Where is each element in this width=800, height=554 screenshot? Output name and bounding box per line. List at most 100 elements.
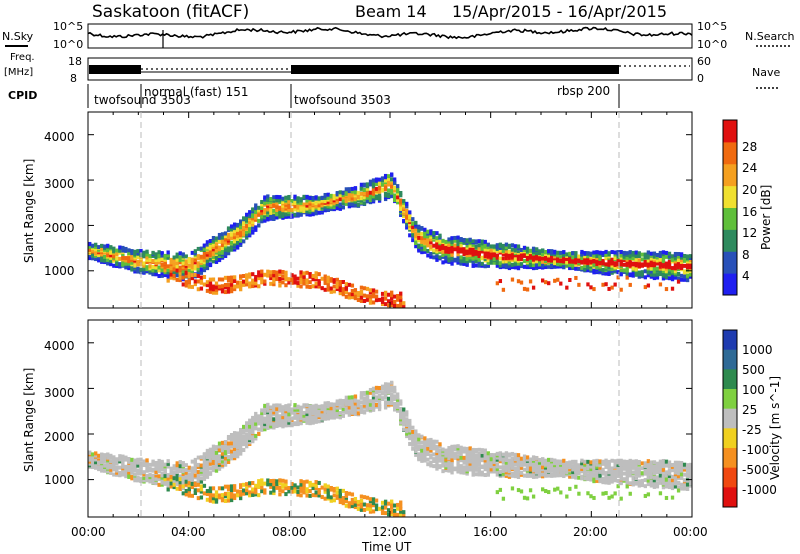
power-cell [226,235,231,240]
power-cell [507,266,512,271]
velocity-cell [121,454,125,459]
velocity-cell [507,472,512,477]
velocity-cell [598,462,602,467]
velocity-cell [670,474,675,479]
power-cell [172,273,176,278]
velocity-cell [423,447,427,452]
velocity-cell [187,465,191,470]
velocity-cell [290,407,294,412]
power-cell [272,195,276,200]
velocity-cell [537,457,542,462]
velocity-cell [229,498,234,503]
velocity-cell [344,406,349,411]
velocity-cell [383,499,388,504]
power-cell [130,253,134,258]
velocity-cell [217,466,222,471]
velocity-cell [441,454,445,459]
date-range: 15/Apr/2015 - 16/Apr/2015 [452,2,667,21]
power-cell [507,251,512,256]
power-cell [396,195,400,200]
power-cell [266,200,270,205]
power-cell [670,269,675,274]
power-cell [562,264,566,269]
velocity-cell [338,415,342,420]
power-cell [438,235,442,240]
velocity-cell [362,396,367,401]
velocity-cell [495,490,500,495]
power-colorbar-segment [723,141,737,165]
power-cell [571,258,575,263]
power-cell [260,276,264,281]
velocity-cell [278,414,282,419]
velocity-cell [676,480,681,485]
power-cell [281,203,285,208]
power-cell [205,280,210,285]
velocity-cell [290,489,294,494]
power-cell [498,263,503,268]
velocity-cell [568,470,572,475]
velocity-cell [450,448,454,453]
velocity-cell [390,499,394,504]
power-cell [429,237,433,242]
velocity-cell [190,477,194,482]
power-cell [335,206,339,211]
velocity-cell [595,468,599,473]
power-cell [199,280,204,285]
velocity-cell [664,473,669,478]
velocity-cell [220,440,225,445]
velocity-cell [670,483,675,488]
power-cell [386,182,391,187]
velocity-cell [235,445,240,450]
velocity-cell [456,464,460,469]
velocity-cell [151,473,155,478]
velocity-cell [214,499,219,504]
power-cell [323,192,327,197]
velocity-cell [667,485,672,490]
power-cell [682,254,687,259]
power-cell [405,214,409,219]
power-cell [432,231,436,236]
velocity-cell [190,485,194,490]
power-cell [547,281,551,286]
velocity-cell [329,485,333,490]
velocity-cell [516,453,521,458]
velocity-cell [586,491,590,496]
velocity-cell [377,398,382,403]
velocity-cell [592,467,596,472]
velocity-cell [574,462,578,467]
power-cell [676,276,681,281]
power-cell [519,247,524,252]
power-cell [127,266,131,271]
velocity-cell [634,466,638,471]
velocity-cell [205,464,210,469]
power-cell [574,257,578,262]
velocity-cell [589,460,593,465]
cpid-label: CPID [8,89,37,102]
velocity-cell [522,456,527,461]
power-cell [652,269,657,274]
power-cell [634,257,638,262]
velocity-cell [480,458,484,463]
velocity-cell [429,437,433,442]
power-cell [202,258,207,263]
velocity-cell [429,443,433,448]
power-cell [414,240,418,245]
velocity-cell [257,482,261,487]
power-cell [513,265,518,270]
power-cell [462,259,466,264]
velocity-cell [393,401,397,406]
power-cell [393,299,397,304]
velocity-cell [136,463,140,468]
velocity-cell [429,448,433,453]
power-cell [492,244,496,249]
velocity-cell [574,466,578,471]
velocity-cell [616,478,620,483]
power-cell [245,212,249,217]
velocity-cell [501,460,506,465]
velocity-cell [495,457,500,462]
power-cell [390,180,394,185]
power-cell [640,252,644,257]
power-cell [652,272,657,277]
power-cell [362,182,367,187]
power-cell [519,262,524,267]
